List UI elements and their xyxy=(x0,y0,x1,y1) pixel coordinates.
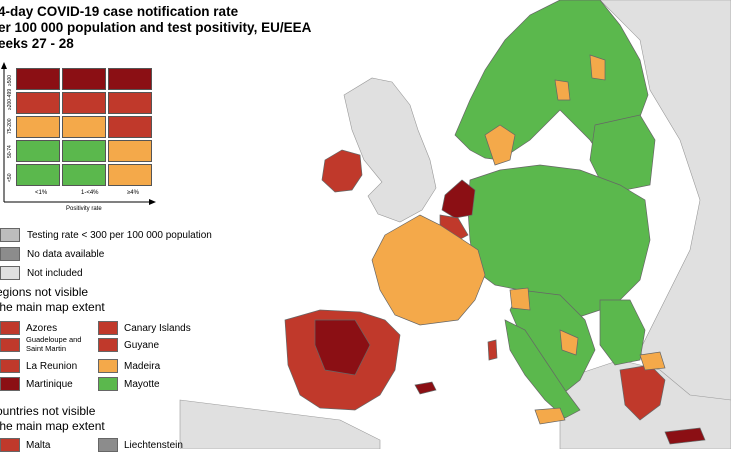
not-included-land xyxy=(179,0,731,449)
matrix-y-tick: <50 xyxy=(7,173,13,182)
matrix-cell xyxy=(108,164,152,186)
region-label: Guadeloupe and Saint Martin xyxy=(26,335,82,353)
region-swatch xyxy=(0,377,20,391)
nodata-swatch xyxy=(0,247,20,261)
testing-label: Testing rate < 300 per 100 000 populatio… xyxy=(27,230,212,241)
matrix-cell xyxy=(16,164,60,186)
title-line-3: eeks 27 - 28 xyxy=(0,36,74,51)
region-label: Martinique xyxy=(26,379,73,390)
title-line-1: 4-day COVID-19 case notification rate xyxy=(0,4,239,19)
matrix-cell xyxy=(62,140,106,162)
matrix-cell xyxy=(62,116,106,138)
regions-header: egions not visible the main map extent xyxy=(0,285,105,314)
region-swatch xyxy=(98,338,118,352)
region-label: Canary Islands xyxy=(124,323,191,334)
region-label: Mayotte xyxy=(124,379,160,390)
matrix-cell xyxy=(108,68,152,90)
region-label: Azores xyxy=(26,323,58,334)
matrix-cell xyxy=(16,68,60,90)
positivity-rate-label: Positivity rate xyxy=(66,206,102,212)
region-label: Guyane xyxy=(124,340,160,351)
notincluded-swatch xyxy=(0,266,20,280)
region-swatch xyxy=(98,359,118,373)
greece-region xyxy=(619,351,706,445)
matrix-cell xyxy=(108,140,152,162)
matrix-cell xyxy=(62,92,106,114)
italy-region xyxy=(504,319,581,419)
matrix-x-tick: <1% xyxy=(35,190,48,196)
baltic-region xyxy=(589,114,656,191)
sicily-region xyxy=(534,407,566,425)
matrix-y-tick: 75-200 xyxy=(7,118,13,134)
map-title: 4-day COVID-19 case notification rate er… xyxy=(0,4,311,52)
matrix-y-tick: ≥200-499 xyxy=(7,88,13,110)
matrix-x-tick: ≥4% xyxy=(127,190,139,196)
matrix-cell xyxy=(16,140,60,162)
region-swatch xyxy=(0,321,20,335)
country-swatch xyxy=(0,438,20,452)
matrix-x-tick: 1-<4% xyxy=(81,190,99,196)
nodata-label: No data available xyxy=(27,249,105,260)
matrix-axes xyxy=(1,62,156,205)
matrix-cell xyxy=(62,68,106,90)
ireland-region xyxy=(321,149,363,193)
region-swatch xyxy=(98,321,118,335)
matrix-cell xyxy=(16,116,60,138)
matrix-cell xyxy=(62,164,106,186)
notincluded-label: Not included xyxy=(27,268,83,279)
central-europe-region xyxy=(467,164,651,401)
region-label: Madeira xyxy=(124,361,161,372)
country-label: Liechtenstein xyxy=(124,440,183,451)
matrix-cell xyxy=(16,92,60,114)
france-region xyxy=(371,214,486,326)
iberia-region xyxy=(284,309,437,411)
scandinavia-region xyxy=(454,0,649,166)
matrix-y-tick: 50-74 xyxy=(7,145,13,158)
country-label: Malta xyxy=(26,440,51,451)
country-swatch xyxy=(98,438,118,452)
region-swatch xyxy=(0,338,20,352)
corsica-region xyxy=(487,339,498,361)
matrix-cell xyxy=(108,116,152,138)
matrix-y-tick: ≥500 xyxy=(7,74,13,86)
region-label: La Reunion xyxy=(26,361,78,372)
region-swatch xyxy=(98,377,118,391)
testing-swatch xyxy=(0,228,20,242)
countries-header: ountries not visible the main map extent xyxy=(0,404,105,433)
matrix-cell xyxy=(108,92,152,114)
title-line-2: er 100 000 population and test positivit… xyxy=(0,20,312,35)
region-swatch xyxy=(0,359,20,373)
